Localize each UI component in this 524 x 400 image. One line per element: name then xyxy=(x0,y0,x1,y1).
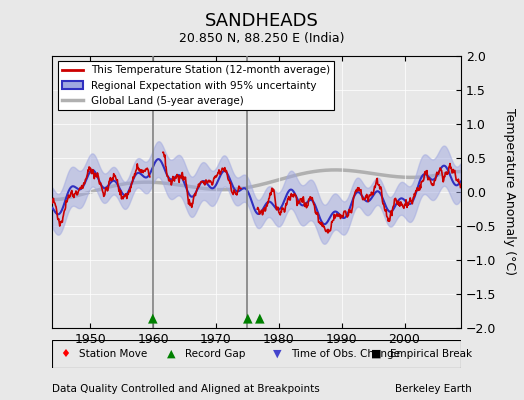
Text: 20.850 N, 88.250 E (India): 20.850 N, 88.250 E (India) xyxy=(179,32,345,45)
Text: ▲: ▲ xyxy=(148,312,158,325)
Text: Station Move: Station Move xyxy=(79,349,147,359)
Text: Record Gap: Record Gap xyxy=(185,349,246,359)
Text: SANDHEADS: SANDHEADS xyxy=(205,12,319,30)
Text: Berkeley Earth: Berkeley Earth xyxy=(395,384,472,394)
Text: ▼: ▼ xyxy=(273,349,281,359)
Text: Time of Obs. Change: Time of Obs. Change xyxy=(291,349,400,359)
Text: ■: ■ xyxy=(371,349,381,359)
Text: Data Quality Controlled and Aligned at Breakpoints: Data Quality Controlled and Aligned at B… xyxy=(52,384,320,394)
Text: ▲: ▲ xyxy=(243,312,252,325)
Text: ♦: ♦ xyxy=(61,349,71,359)
Legend: This Temperature Station (12-month average), Regional Expectation with 95% uncer: This Temperature Station (12-month avera… xyxy=(58,61,334,110)
Text: ▲: ▲ xyxy=(167,349,176,359)
Y-axis label: Temperature Anomaly (°C): Temperature Anomaly (°C) xyxy=(503,108,516,276)
Text: ▲: ▲ xyxy=(255,312,265,325)
Text: Empirical Break: Empirical Break xyxy=(390,349,472,359)
